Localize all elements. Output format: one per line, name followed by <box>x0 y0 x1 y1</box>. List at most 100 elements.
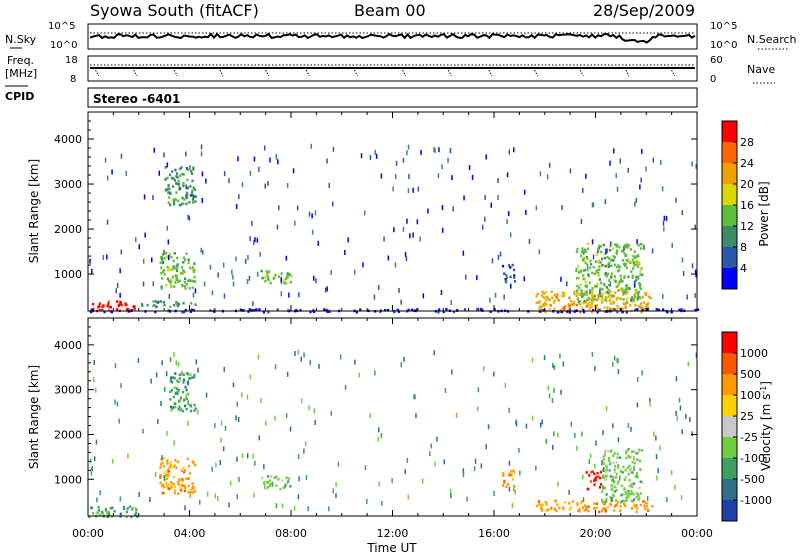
power-data-cell <box>694 293 696 298</box>
velocity-data-cell <box>636 458 639 461</box>
power-data-cell <box>627 258 630 261</box>
velocity-data-cell <box>166 477 169 481</box>
power-data-cell <box>630 261 633 265</box>
power-data-cell <box>616 304 619 308</box>
velocity-data-cell <box>173 402 176 406</box>
power-data-cell <box>579 300 582 303</box>
velocity-data-cell <box>644 507 647 511</box>
velocity-data-cell <box>556 503 559 507</box>
velocity-data-cell <box>193 373 196 377</box>
power-data-cell <box>106 254 108 260</box>
velocity-data-cell <box>624 469 627 472</box>
velocity-data-cell <box>125 510 128 514</box>
velocity-data-cell <box>237 417 240 422</box>
power-data-cell <box>575 294 578 297</box>
power-data-cell <box>610 272 613 276</box>
velocity-data-cell <box>612 477 615 480</box>
power-data-cell <box>589 259 592 263</box>
velocity-data-cell <box>581 431 583 437</box>
velocity-data-cell <box>607 456 610 460</box>
velocity-data-cell <box>601 460 603 466</box>
power-data-cell <box>91 268 93 274</box>
velocity-data-cell <box>563 501 567 504</box>
power-data-cell <box>556 310 559 314</box>
power-data-cell <box>408 174 410 179</box>
power-data-cell <box>605 248 607 254</box>
velocity-data-cell <box>510 469 513 473</box>
velocity-data-cell <box>381 500 383 506</box>
velocity-data-cell <box>187 490 190 494</box>
velocity-data-cell <box>232 382 235 388</box>
velocity-data-cell <box>191 491 195 494</box>
velocity-y-tick-label: 3000 <box>54 384 82 397</box>
x-tick-label: 08:00 <box>275 527 307 540</box>
velocity-data-cell <box>400 362 402 368</box>
power-data-cell <box>617 297 620 300</box>
power-data-cell <box>310 143 312 149</box>
power-data-cell <box>619 274 622 278</box>
power-data-cell <box>185 193 188 197</box>
power-data-cell <box>638 304 641 308</box>
velocity-data-cell <box>173 491 176 495</box>
power-data-cell <box>286 272 289 275</box>
power-data-cell <box>582 310 585 314</box>
power-data-cell <box>561 291 564 295</box>
power-data-cell <box>633 282 636 288</box>
power-data-cell <box>639 287 642 291</box>
velocity-data-cell <box>562 361 565 367</box>
power-data-cell <box>608 279 611 282</box>
velocity-data-cell <box>111 506 114 510</box>
velocity-data-cell <box>285 482 288 486</box>
power-data-cell <box>610 297 613 300</box>
velocity-data-cell <box>623 487 626 490</box>
velocity-data-cell <box>266 485 269 489</box>
velocity-data-cell <box>610 498 613 501</box>
power-data-cell <box>670 310 673 314</box>
power-data-cell <box>160 287 163 290</box>
power-data-cell <box>528 238 531 244</box>
power-data-cell <box>176 263 179 266</box>
velocity-data-cell <box>183 489 186 493</box>
power-data-cell <box>422 293 425 299</box>
power-data-cell <box>590 305 593 308</box>
power-data-cell <box>102 255 105 260</box>
power-data-cell <box>600 299 603 302</box>
velocity-data-cell <box>603 478 607 482</box>
power-data-cell <box>611 247 614 250</box>
power-data-cell <box>609 290 612 293</box>
power-data-cell <box>581 258 585 262</box>
power-data-cell <box>601 298 605 301</box>
power-data-cell <box>185 282 189 286</box>
power-data-cell <box>591 202 594 208</box>
velocity-data-cell <box>157 419 159 425</box>
velocity-colorbar-swatch <box>722 332 737 353</box>
power-data-cell <box>636 308 639 311</box>
power-data-cell <box>180 172 183 176</box>
power-data-cell <box>625 283 628 287</box>
x-tick-label: 04:00 <box>174 527 206 540</box>
velocity-data-cell <box>544 509 547 513</box>
velocity-data-cell <box>214 423 216 429</box>
velocity-data-cell <box>377 436 379 442</box>
power-data-cell <box>540 307 543 311</box>
power-data-cell <box>582 277 585 281</box>
power-data-cell <box>624 262 627 266</box>
power-data-cell <box>589 289 591 295</box>
power-data-cell <box>183 285 187 288</box>
power-data-cell <box>402 157 405 163</box>
power-data-cell <box>586 263 589 269</box>
power-data-cell <box>585 255 588 259</box>
velocity-colorbar-swatch <box>722 416 737 437</box>
power-data-cell <box>231 269 233 275</box>
power-data-cell <box>193 188 197 191</box>
velocity-data-cell <box>274 475 277 479</box>
power-data-cell <box>631 276 634 279</box>
power-data-cell <box>581 295 584 298</box>
velocity-data-cell <box>429 451 431 457</box>
velocity-data-cell <box>113 510 116 513</box>
power-data-cell <box>523 276 525 282</box>
power-data-cell <box>160 266 163 270</box>
power-data-cell <box>639 270 642 273</box>
power-data-cell <box>663 215 666 221</box>
